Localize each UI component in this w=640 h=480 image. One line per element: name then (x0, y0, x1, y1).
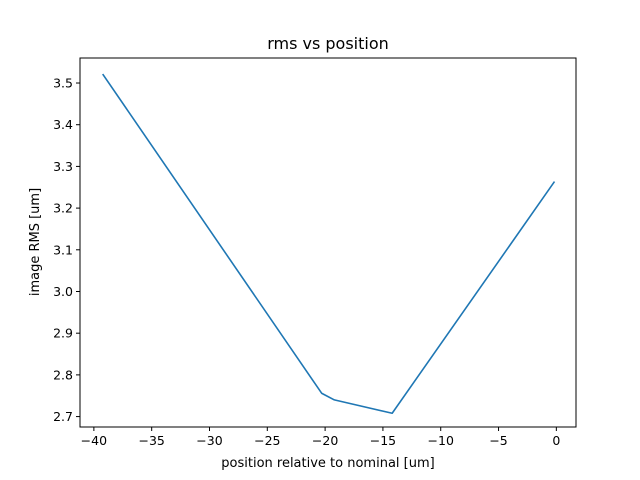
plot-background (80, 58, 576, 427)
y-tick-label: 2.8 (53, 367, 73, 382)
x-tick-label: −30 (196, 433, 222, 448)
y-tick-label: 2.9 (53, 326, 73, 341)
x-tick-label: −10 (428, 433, 454, 448)
x-tick-label: −35 (138, 433, 164, 448)
x-tick-label: 0 (552, 433, 560, 448)
y-tick-label: 3.3 (53, 159, 73, 174)
plot-frame (79, 57, 577, 428)
x-tick-label: −25 (254, 433, 280, 448)
y-axis: 2.7 2.8 2.9 3.0 3.1 3.2 3.3 3.4 3.5 (53, 76, 80, 424)
y-axis-label: image RMS [um] (28, 188, 43, 296)
chart-title: rms vs position (267, 34, 389, 53)
series-line-0 (102, 73, 556, 415)
x-tick-label: −40 (81, 433, 107, 448)
x-tick-label: −20 (312, 433, 338, 448)
y-tick-label: 3.5 (53, 76, 73, 91)
x-tick-label: −5 (489, 433, 507, 448)
y-tick-label: 3.1 (53, 242, 73, 257)
x-axis: −40 −35 −30 −25 −20 −15 −10 −5 0 (81, 427, 560, 448)
x-tick-label: −15 (370, 433, 396, 448)
y-tick-label: 2.7 (53, 409, 73, 424)
x-axis-label: position relative to nominal [um] (221, 456, 434, 471)
series-layer (102, 73, 556, 415)
y-tick-label: 3.2 (53, 201, 73, 216)
y-tick-label: 3.4 (53, 117, 73, 132)
plot-area (80, 58, 576, 427)
y-tick-label: 3.0 (53, 284, 73, 299)
